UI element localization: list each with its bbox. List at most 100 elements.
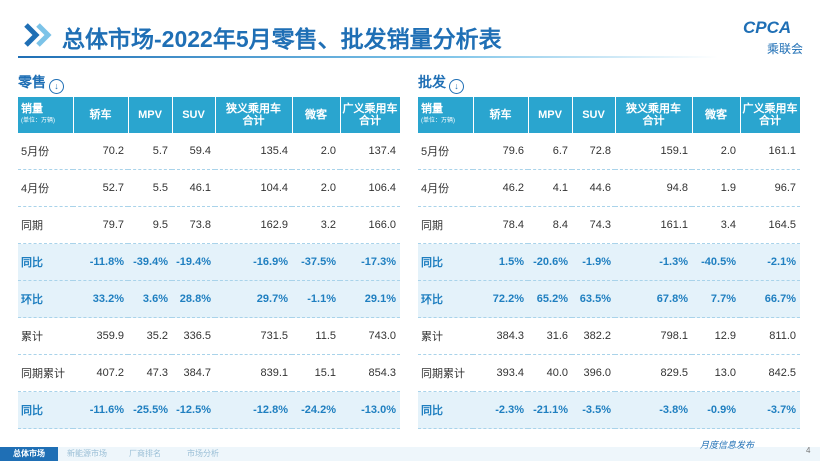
- cell: 854.3: [340, 354, 400, 392]
- cell: -3.7%: [740, 391, 800, 429]
- header-text: 轿车: [489, 109, 512, 121]
- data-row: 环比 72.2% 65.2% 63.5% 67.8% 7.7% 66.7%: [418, 280, 800, 318]
- cell: 11.5: [292, 317, 340, 355]
- row-label: 同比: [18, 391, 73, 429]
- cell: 104.4: [215, 169, 292, 207]
- cell: -12.5%: [172, 391, 215, 429]
- cell: -2.3%: [473, 391, 528, 429]
- cell: 46.2: [473, 169, 528, 207]
- cell: 5.5: [128, 169, 172, 207]
- row-label: 同比: [418, 243, 473, 281]
- cell: 135.4: [215, 133, 292, 170]
- cell: 78.4: [473, 206, 528, 244]
- section-label: 批发 ↓: [418, 72, 464, 94]
- data-row: 累计 359.9 35.2 336.5 731.5 11.5 743.0: [18, 317, 400, 355]
- row-label: 同期: [18, 206, 73, 244]
- cell: -1.3%: [615, 243, 692, 281]
- cell: 839.1: [215, 354, 292, 392]
- cell: -21.1%: [528, 391, 572, 429]
- row-label: 累计: [418, 317, 473, 355]
- header-text: 狭义乘用车: [626, 103, 681, 115]
- cell: 67.8%: [615, 280, 692, 318]
- cell: 1.5%: [473, 243, 528, 281]
- title-rule: [18, 56, 718, 58]
- cell: 384.3: [473, 317, 528, 355]
- column-header: SUV: [172, 97, 216, 133]
- cell: 4.1: [528, 169, 572, 207]
- row-label: 5月份: [418, 133, 473, 170]
- cell: 12.9: [692, 317, 740, 355]
- column-header: 轿车: [73, 97, 129, 133]
- row-label: 5月份: [18, 133, 73, 170]
- cell: 9.5: [128, 206, 172, 244]
- header-text: (单位：万辆): [21, 118, 55, 124]
- header-text: 微客: [705, 109, 727, 121]
- header-text: (单位：万辆): [421, 118, 455, 124]
- data-row: 4月份 52.7 5.5 46.1 104.4 2.0 106.4: [18, 169, 400, 207]
- cell: 28.8%: [172, 280, 215, 318]
- column-header: 轿车: [473, 97, 529, 133]
- cell: 137.4: [340, 133, 400, 170]
- cell: -19.4%: [172, 243, 215, 281]
- cell: 72.8: [572, 133, 615, 170]
- header-text: 狭义乘用车: [226, 103, 281, 115]
- footer-note: 月度信息发布: [700, 440, 755, 450]
- cell: 161.1: [740, 133, 800, 170]
- cell: 164.5: [740, 206, 800, 244]
- cell: 79.6: [473, 133, 528, 170]
- cell: -0.9%: [692, 391, 740, 429]
- down-icon: ↓: [449, 79, 464, 94]
- cell: 1.9: [692, 169, 740, 207]
- cell: 393.4: [473, 354, 528, 392]
- cell: -40.5%: [692, 243, 740, 281]
- cell: 40.0: [528, 354, 572, 392]
- cell: 2.0: [292, 169, 340, 207]
- table: 销量 (单位：万辆) 轿车 MPV SUV 狭义乘用车 合计 微客 广义乘用车 合计 5月份 70.2…: [18, 97, 401, 429]
- cell: 66.7%: [740, 280, 800, 318]
- data-row: 同期累计 393.4 40.0 396.0 829.5 13.0 842.5: [418, 354, 800, 392]
- data-row: 同比 1.5% -20.6% -1.9% -1.3% -40.5% -2.1%: [418, 243, 800, 281]
- header-text: 销量: [421, 103, 443, 115]
- footer-bar: 总体市场 新能源市场 厂商排名 市场分析: [0, 447, 820, 461]
- cell: 3.6%: [128, 280, 172, 318]
- cell: 829.5: [615, 354, 692, 392]
- cell: -3.8%: [615, 391, 692, 429]
- logo-sub: 乘联会: [767, 42, 804, 56]
- cell: -24.2%: [292, 391, 340, 429]
- section-text: 零售: [18, 74, 46, 90]
- cell: 46.1: [172, 169, 215, 207]
- row-label: 4月份: [18, 169, 73, 207]
- column-header: MPV: [528, 97, 573, 133]
- row-label: 同比: [418, 391, 473, 429]
- column-header: 狭义乘用车 合计: [215, 97, 293, 133]
- down-icon: ↓: [49, 79, 64, 94]
- header-text: 合计: [759, 115, 781, 127]
- cell: 72.2%: [473, 280, 528, 318]
- data-row: 同比 -11.6% -25.5% -12.5% -12.8% -24.2% -13.0%: [18, 391, 400, 429]
- footer-tab: 厂商排名: [129, 449, 161, 458]
- cell: -37.5%: [292, 243, 340, 281]
- logo-text: CPCA: [743, 18, 792, 37]
- header-text: 销量: [21, 103, 43, 115]
- cell: 96.7: [740, 169, 800, 207]
- data-row: 同期 79.7 9.5 73.8 162.9 3.2 166.0: [18, 206, 400, 244]
- row-label: 同比: [18, 243, 73, 281]
- header-text: MPV: [538, 109, 562, 121]
- header-text: 合计: [359, 115, 381, 127]
- cell: -25.5%: [128, 391, 172, 429]
- cell: 63.5%: [572, 280, 615, 318]
- header-text: 广义乘用车: [342, 103, 398, 115]
- cell: 47.3: [128, 354, 172, 392]
- cell: 94.8: [615, 169, 692, 207]
- column-header: 微客: [692, 97, 741, 133]
- header-text: 微客: [305, 109, 327, 121]
- cell: 382.2: [572, 317, 615, 355]
- cell: 33.2%: [73, 280, 128, 318]
- logo: CPCA 乘联会: [735, 14, 805, 56]
- row-label: 累计: [18, 317, 73, 355]
- section-text: 批发: [418, 74, 446, 90]
- row-label: 环比: [418, 280, 473, 318]
- cell: 35.2: [128, 317, 172, 355]
- header-text: 轿车: [89, 109, 112, 121]
- cell: 2.0: [292, 133, 340, 170]
